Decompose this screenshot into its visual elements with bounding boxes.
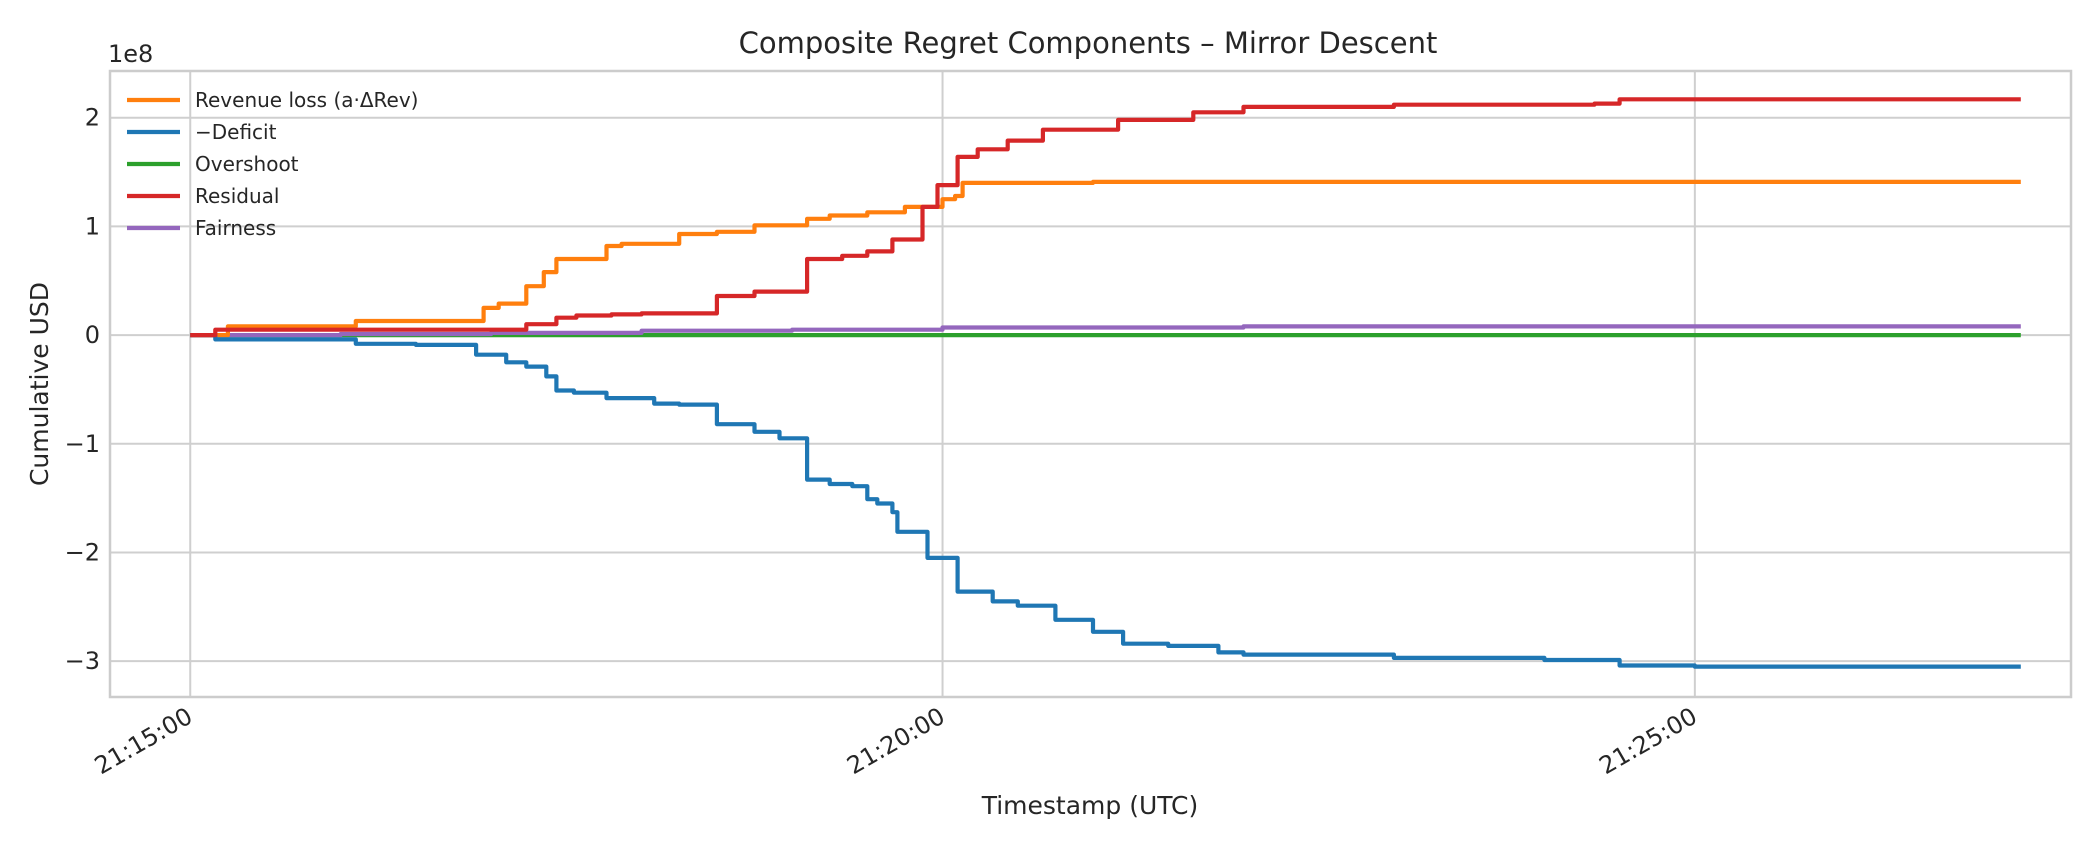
series-line-deficit	[190, 333, 2021, 669]
series-line-residual	[190, 97, 2021, 338]
legend-entry: Fairness	[195, 216, 276, 240]
series-lines	[190, 97, 2021, 669]
legend-entry: Residual	[195, 184, 279, 208]
y-tick-label: −3	[65, 647, 100, 675]
y-tick-label: 2	[85, 104, 100, 132]
x-tick-label: 21:20:00	[842, 702, 949, 780]
legend: Revenue loss (a·ΔRev) −Deficit Overshoot Re…	[127, 88, 419, 240]
chart-title: Composite Regret Components – Mirror Des…	[739, 26, 1438, 60]
x-tick-label: 21:25:00	[1594, 702, 1701, 780]
y-tick-labels: −3 −2 −1 0 1 2	[65, 104, 100, 675]
legend-entry: −Deficit	[195, 120, 277, 144]
y-tick-label: 0	[85, 321, 100, 349]
gridlines	[110, 71, 2071, 697]
y-axis-label: Cumulative USD	[25, 282, 54, 486]
y-tick-label: −1	[65, 430, 100, 458]
legend-entry: Overshoot	[195, 152, 299, 176]
x-tick-label: 21:15:00	[90, 702, 197, 780]
y-tick-label: 1	[85, 212, 100, 240]
legend-entry: Revenue loss (a·ΔRev)	[195, 88, 419, 112]
x-tick-labels: 21:15:00 21:20:00 21:25:00	[90, 702, 1702, 780]
plot-frame	[108, 69, 2073, 699]
x-axis-label: Timestamp (UTC)	[981, 791, 1199, 820]
y-offset-text: 1e8	[108, 40, 153, 68]
series-line-revenue-loss-a-rev	[190, 179, 2021, 338]
series-line-fairness	[190, 324, 2021, 338]
y-tick-label: −2	[65, 538, 100, 566]
